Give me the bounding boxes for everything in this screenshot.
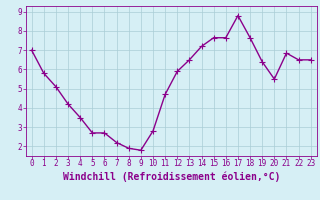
X-axis label: Windchill (Refroidissement éolien,°C): Windchill (Refroidissement éolien,°C) [62,171,280,182]
